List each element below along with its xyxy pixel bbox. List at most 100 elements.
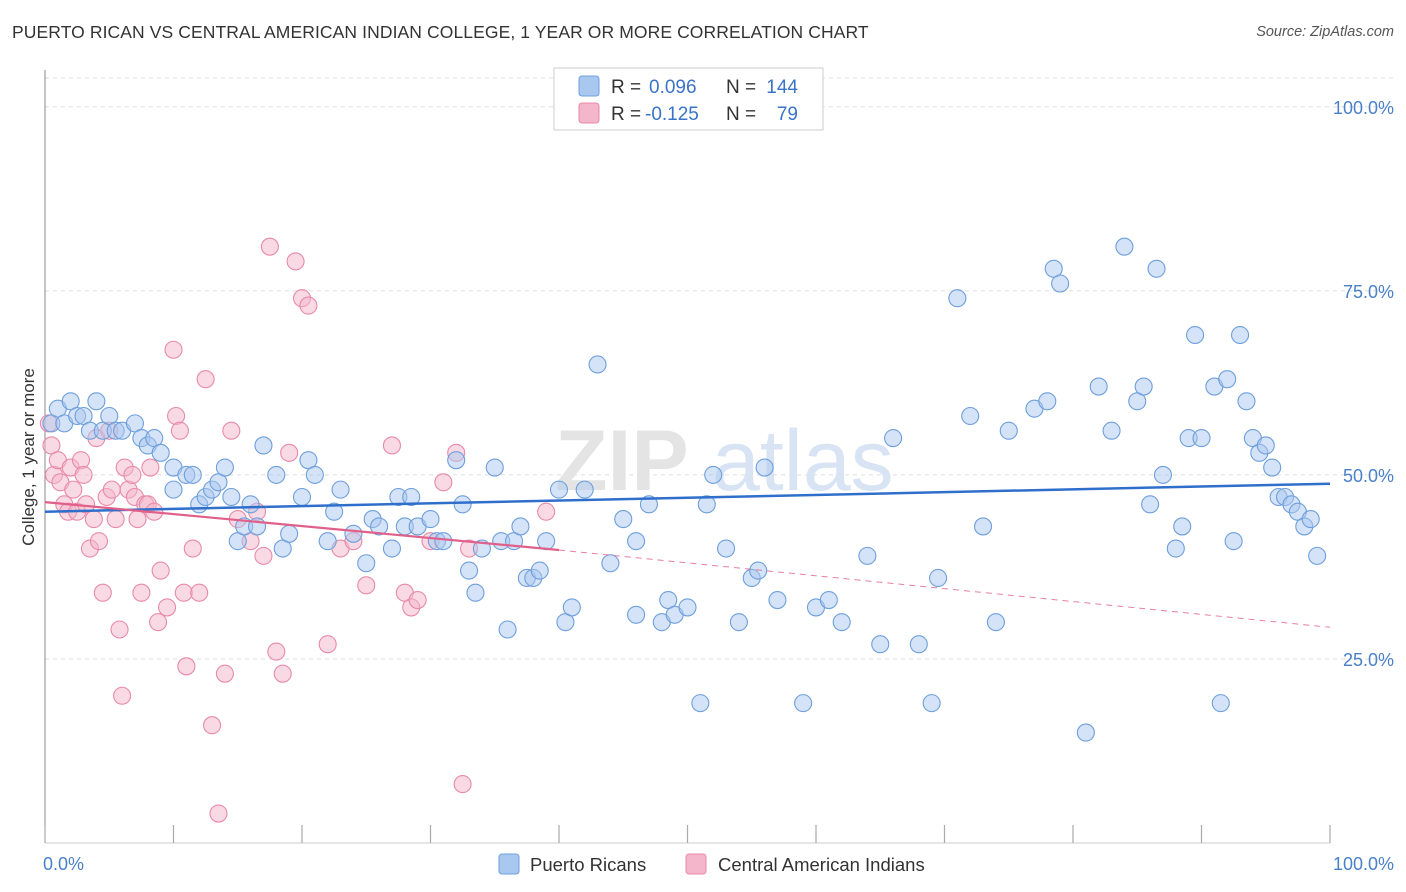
blue-point (447, 451, 466, 470)
blue-point (639, 495, 659, 514)
blue-point (999, 421, 1018, 440)
pink-point (537, 502, 556, 521)
blue-point (1192, 429, 1211, 448)
blue-point (1153, 465, 1172, 484)
blue-point (537, 532, 556, 551)
blue-point (87, 392, 106, 411)
blue-point (1051, 274, 1070, 293)
blue-point (909, 635, 928, 654)
blue-point (1186, 325, 1205, 345)
pink-point (357, 576, 376, 595)
blue-point (601, 554, 620, 573)
blue-point (453, 495, 472, 514)
pink-point (74, 465, 93, 484)
blue-point (832, 613, 851, 632)
legend-n-value-blue: 144 (766, 77, 798, 98)
blue-point (280, 524, 299, 543)
pink-point (190, 583, 209, 602)
legend-n-label-blue: N = (726, 77, 756, 98)
blue-point (1308, 546, 1327, 565)
blue-point (716, 539, 736, 558)
pink-point (382, 436, 402, 455)
blue-point (344, 524, 363, 543)
blue-point (1173, 517, 1192, 536)
pink-point (110, 620, 129, 639)
blue-point (986, 613, 1005, 632)
blue-point (357, 554, 376, 573)
pink-point (89, 532, 109, 551)
blue-point (729, 613, 748, 632)
legend-swatch-pink (578, 102, 600, 124)
bottom-legend-swatch-blue (498, 853, 520, 875)
blue-point (858, 546, 877, 565)
blue-point (370, 517, 389, 536)
pink-point (177, 657, 196, 676)
blue-point (1141, 495, 1160, 514)
pink-point (318, 635, 337, 654)
blue-point (1147, 259, 1166, 278)
blue-point (678, 598, 697, 617)
series-central-american-indians (39, 237, 556, 823)
pink-point (84, 510, 103, 529)
pink-point (408, 591, 427, 610)
top-legend: R = 0.096 N = 144 R = -0.125 N = 79 (553, 67, 824, 131)
legend-r-value-blue: 0.096 (649, 77, 697, 98)
trend-lines (44, 482, 1331, 628)
blue-point (588, 355, 607, 374)
blue-point (749, 561, 768, 580)
y-axis-title: College, 1 year or more (19, 368, 38, 546)
blue-point (1038, 392, 1057, 411)
blue-point (511, 517, 530, 536)
y-tick-label: 25.0% (1343, 650, 1394, 670)
blue-point (973, 517, 993, 536)
blue-point (1256, 436, 1275, 455)
blue-point (1218, 370, 1237, 389)
pink-point (215, 664, 234, 683)
blue-point (1301, 510, 1320, 529)
legend-r-label-blue: R = (611, 77, 641, 98)
bottom-legend-label-blue: Puerto Ricans (530, 854, 646, 875)
blue-point (929, 568, 948, 588)
blue-point (498, 620, 517, 639)
pink-point (71, 451, 91, 470)
blue-point (922, 694, 941, 713)
pink-point (254, 546, 273, 565)
blue-point (382, 539, 402, 558)
pink-point (123, 465, 142, 484)
blue-point (575, 480, 594, 499)
pink-point (174, 583, 193, 602)
y-tick-labels: 25.0% 50.0% 75.0% 100.0% (1333, 98, 1394, 670)
pink-point (203, 716, 222, 735)
blue-point (1166, 539, 1185, 558)
blue-point (402, 487, 421, 507)
pink-point (273, 664, 292, 683)
blue-point (254, 436, 273, 455)
blue-point (1211, 694, 1230, 713)
y-tick-label: 50.0% (1343, 466, 1394, 486)
blue-point (1115, 237, 1134, 256)
blue-point (292, 487, 312, 507)
pink-point (64, 480, 83, 499)
blue-point (1237, 392, 1256, 411)
blue-point (1231, 325, 1250, 345)
blue-point (151, 443, 170, 462)
blue-point (267, 465, 286, 484)
watermark-zip: ZIP (555, 413, 689, 509)
blue-point (164, 480, 183, 499)
blue-point (459, 561, 479, 580)
blue-point (871, 635, 890, 654)
blue-point (794, 694, 813, 713)
pink-point (164, 340, 183, 359)
trend-line-puerto-ricans (44, 482, 1331, 513)
trend-line-central-american-indians-extrapolated (558, 549, 1331, 628)
pink-point (158, 598, 177, 617)
pink-point (151, 561, 170, 580)
blue-point (215, 458, 234, 477)
pink-point (93, 583, 112, 602)
chart-title: PUERTO RICAN VS CENTRAL AMERICAN INDIAN … (12, 22, 869, 42)
pink-point (170, 421, 189, 440)
series-puerto-ricans (42, 237, 1327, 742)
blue-point (768, 591, 787, 610)
pink-point (106, 510, 125, 529)
bottom-legend-swatch-pink (685, 853, 707, 875)
